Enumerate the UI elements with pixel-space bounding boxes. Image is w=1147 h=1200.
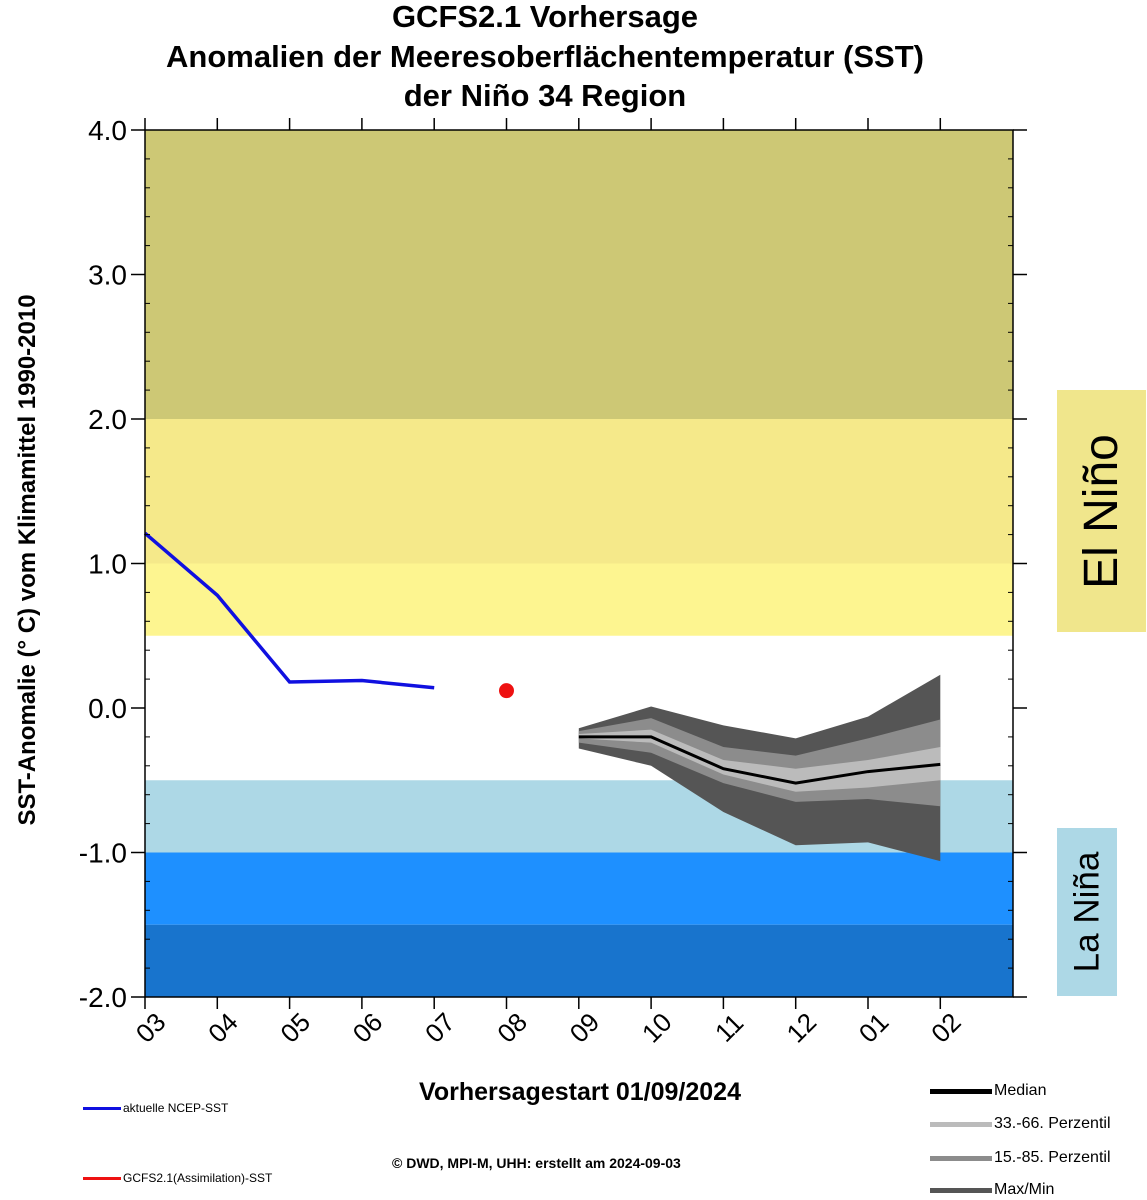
legend-maxmin-swatch — [930, 1187, 992, 1193]
title-line-3: der Niño 34 Region — [403, 78, 687, 113]
legend-median-swatch — [930, 1088, 992, 1094]
band-5 — [145, 924, 1013, 997]
legend-p15-85-label: 15.-85. Perzentil — [994, 1149, 1111, 1166]
legend-p33-66: 33.-66. Perzentil — [930, 1115, 1111, 1133]
legend-maxmin: Max/Min — [930, 1181, 1054, 1199]
x-tick-label-09: 09 — [564, 1007, 606, 1049]
y-tick-label-3: 1.0 — [88, 549, 127, 580]
x-tick-label-07: 07 — [419, 1007, 461, 1049]
la-nina-box: La Niña — [1057, 828, 1117, 996]
y-tick-label-5: -1.0 — [79, 838, 127, 869]
x-tick-label-08: 08 — [491, 1007, 533, 1049]
legend-observed-label: aktuelle NCEP-SST — [123, 1101, 229, 1115]
y-tick-label-6: -2.0 — [79, 982, 127, 1013]
legend-maxmin-label: Max/Min — [994, 1181, 1055, 1198]
y-axis-label: SST-Anomalie (° C) vom Klimamittel 1990-… — [14, 294, 41, 826]
band-1 — [145, 419, 1013, 564]
x-tick-label-11: 11 — [709, 1007, 749, 1047]
x-tick-label-06: 06 — [347, 1007, 389, 1049]
legend-p33-66-swatch — [930, 1121, 992, 1127]
title-line-1: GCFS2.1 Vorhersage — [391, 0, 699, 34]
x-tick-label-01: 01 — [853, 1007, 895, 1049]
band-4 — [145, 852, 1013, 925]
legend-observed-swatch — [83, 1106, 121, 1110]
legend-observed: aktuelle NCEP-SST — [83, 1101, 228, 1115]
x-tick-label-02: 02 — [925, 1007, 967, 1049]
x-tick-label-05: 05 — [274, 1007, 316, 1049]
title-line-2: Anomalien der Meeresoberflächentemperatu… — [166, 39, 924, 74]
x-axis-title: Vorhersagestart 01/09/2024 — [419, 1078, 741, 1106]
band-2 — [145, 563, 1013, 636]
legend-assimilation-swatch — [83, 1176, 121, 1180]
el-nino-label: El Niño — [1075, 433, 1129, 589]
legend-median: Median — [930, 1082, 1046, 1100]
legend-assimilation: GCFS2.1(Assimilation)-SST — [83, 1171, 272, 1185]
legend-p15-85: 15.-85. Perzentil — [930, 1149, 1111, 1167]
legend-assimilation-label: GCFS2.1(Assimilation)-SST — [123, 1171, 273, 1185]
legend-p15-85-swatch — [930, 1155, 992, 1161]
x-tick-label-12: 12 — [781, 1007, 823, 1049]
x-tick-label-04: 04 — [202, 1007, 244, 1049]
observed-line — [143, 531, 435, 690]
credit-line: © DWD, MPI-M, UHH: erstellt am 2024-09-0… — [392, 1155, 681, 1171]
x-tick-label-10: 10 — [636, 1007, 678, 1049]
assimilation-point — [499, 683, 514, 699]
y-tick-label-1: 3.0 — [88, 260, 127, 291]
band-0 — [145, 130, 1013, 419]
el-nino-box: El Niño — [1057, 390, 1146, 632]
legend-p33-66-label: 33.-66. Perzentil — [994, 1115, 1111, 1132]
y-tick-label-2: 2.0 — [88, 404, 127, 435]
y-tick-label-4: 0.0 — [88, 693, 127, 724]
legend-median-label: Median — [994, 1082, 1047, 1099]
x-tick-label-03: 03 — [130, 1007, 172, 1049]
median-line — [578, 735, 941, 785]
la-nina-label: La Niña — [1067, 851, 1107, 973]
y-tick-label-0: 4.0 — [88, 115, 127, 146]
